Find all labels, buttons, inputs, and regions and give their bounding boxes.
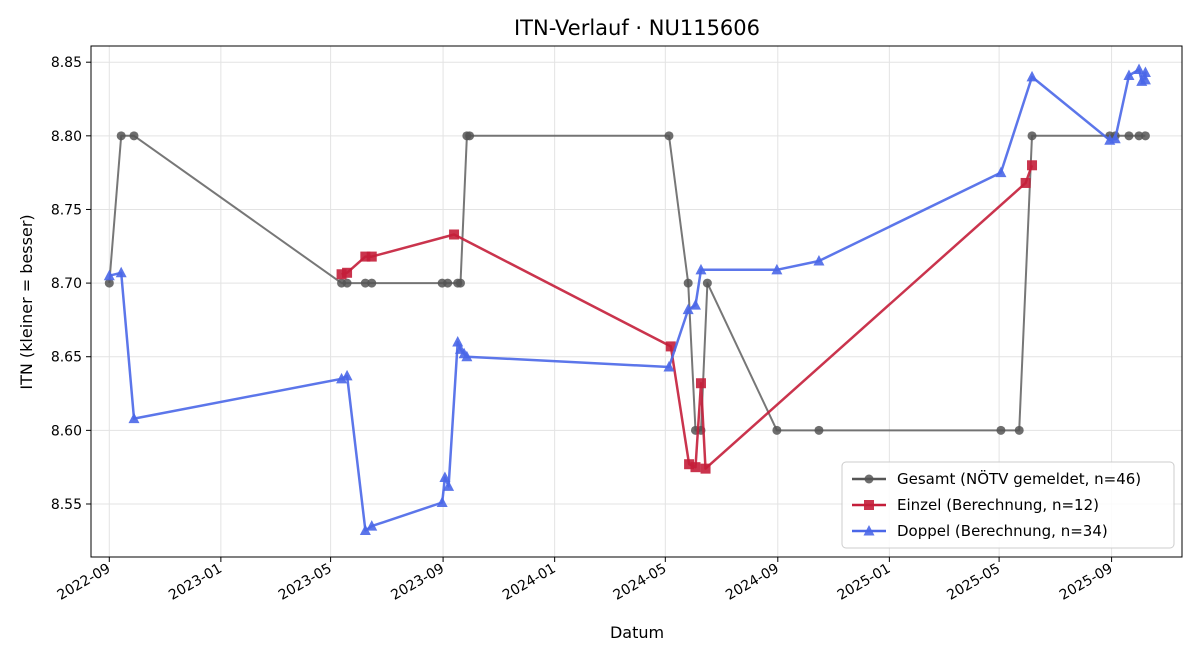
data-point xyxy=(336,372,348,384)
x-tick-label: 2025-09 xyxy=(1057,561,1116,604)
series-triangle xyxy=(103,63,1151,535)
data-point xyxy=(104,278,114,288)
data-point xyxy=(1123,69,1135,80)
data-point xyxy=(367,278,377,288)
data-point xyxy=(1014,425,1024,435)
data-point xyxy=(366,251,377,262)
legend-label: Einzel (Berechnung, n=12) xyxy=(897,496,1099,514)
data-point xyxy=(695,263,707,275)
data-point xyxy=(1026,70,1038,82)
data-point xyxy=(449,229,460,240)
data-point xyxy=(684,459,695,470)
data-point xyxy=(1109,132,1121,144)
legend: Gesamt (NÖTV gemeldet, n=46) Einzel (Bere… xyxy=(841,461,1175,549)
data-point xyxy=(461,350,473,362)
legend-marker xyxy=(863,525,875,536)
legend-label: Gesamt (NÖTV gemeldet, n=46) xyxy=(897,469,1141,488)
data-point xyxy=(665,341,676,352)
chart-title: ITN-Verlauf · NU115606 xyxy=(514,16,760,40)
series-layer xyxy=(103,63,1151,535)
y-tick-label: 8.80 xyxy=(51,129,82,145)
legend-box xyxy=(841,461,1175,549)
x-tick-label: 2024-01 xyxy=(500,561,559,604)
data-point xyxy=(695,378,706,389)
legend-marker xyxy=(864,474,874,484)
x-tick-label: 2023-05 xyxy=(276,561,335,604)
data-point xyxy=(366,520,378,531)
legend-item: Doppel (Berechnung, n=34) xyxy=(852,522,1108,540)
data-point xyxy=(1134,131,1144,141)
data-point xyxy=(360,251,371,262)
y-axis: 8.55 8.60 8.65 8.70 8.75 8.80 8.85 xyxy=(51,55,91,513)
data-point xyxy=(689,299,701,310)
x-axis: 2022-09 2023-01 2023-05 2023-09 2024-01 2024-… xyxy=(55,557,1116,604)
data-point xyxy=(664,131,674,141)
data-point xyxy=(1140,131,1150,141)
y-tick-label: 8.70 xyxy=(51,276,82,292)
y-tick-label: 8.85 xyxy=(51,55,82,71)
plot-border xyxy=(90,45,1183,558)
data-point xyxy=(1124,131,1134,141)
data-point xyxy=(443,278,453,288)
data-point xyxy=(995,166,1007,178)
data-point xyxy=(439,471,451,482)
data-point xyxy=(342,278,352,288)
data-point xyxy=(1133,63,1145,75)
data-point xyxy=(996,425,1006,435)
data-point xyxy=(663,361,675,372)
data-point xyxy=(700,463,711,474)
data-point xyxy=(772,425,782,435)
data-point xyxy=(436,496,448,508)
data-point xyxy=(1139,66,1151,78)
data-point xyxy=(1027,131,1037,141)
x-tick-label: 2025-05 xyxy=(944,561,1003,604)
x-tick-label: 2022-09 xyxy=(55,561,114,604)
y-tick-label: 8.65 xyxy=(51,350,82,366)
legend-marker xyxy=(864,500,874,510)
data-point xyxy=(115,266,127,278)
x-tick-label: 2023-09 xyxy=(388,561,447,604)
x-tick-label: 2023-01 xyxy=(166,561,225,604)
data-point xyxy=(103,269,115,281)
data-point xyxy=(342,267,353,278)
data-point xyxy=(702,278,712,288)
data-point xyxy=(683,278,693,288)
data-point xyxy=(814,425,824,435)
data-point xyxy=(443,480,455,491)
y-tick-label: 8.60 xyxy=(51,423,82,439)
data-point xyxy=(116,131,126,141)
data-point xyxy=(1139,73,1151,85)
data-point xyxy=(690,462,701,473)
legend-label: Doppel (Berechnung, n=34) xyxy=(897,522,1108,540)
data-point xyxy=(771,263,783,275)
data-point xyxy=(129,131,139,141)
data-point xyxy=(1020,177,1031,188)
y-axis-label: ITN (kleiner = besser) xyxy=(17,214,36,389)
series-line xyxy=(108,134,1146,432)
legend-item: Gesamt (NÖTV gemeldet, n=46) xyxy=(852,469,1141,488)
x-tick-label: 2024-09 xyxy=(723,561,782,604)
data-point xyxy=(341,369,353,381)
y-tick-label: 8.75 xyxy=(51,202,82,218)
data-point xyxy=(465,131,475,141)
data-point xyxy=(360,278,370,288)
x-tick-label: 2024-05 xyxy=(611,561,670,604)
series-square xyxy=(336,160,1038,474)
x-axis-label: Datum xyxy=(610,623,664,642)
data-point xyxy=(128,412,140,424)
data-point xyxy=(455,278,465,288)
data-point xyxy=(1027,160,1038,171)
legend-item: Einzel (Berechnung, n=12) xyxy=(852,496,1099,514)
y-tick-label: 8.55 xyxy=(51,497,82,513)
data-point xyxy=(682,303,694,315)
data-point xyxy=(336,269,347,280)
x-tick-label: 2025-01 xyxy=(835,561,894,604)
data-point xyxy=(359,524,371,535)
data-point xyxy=(813,255,825,266)
